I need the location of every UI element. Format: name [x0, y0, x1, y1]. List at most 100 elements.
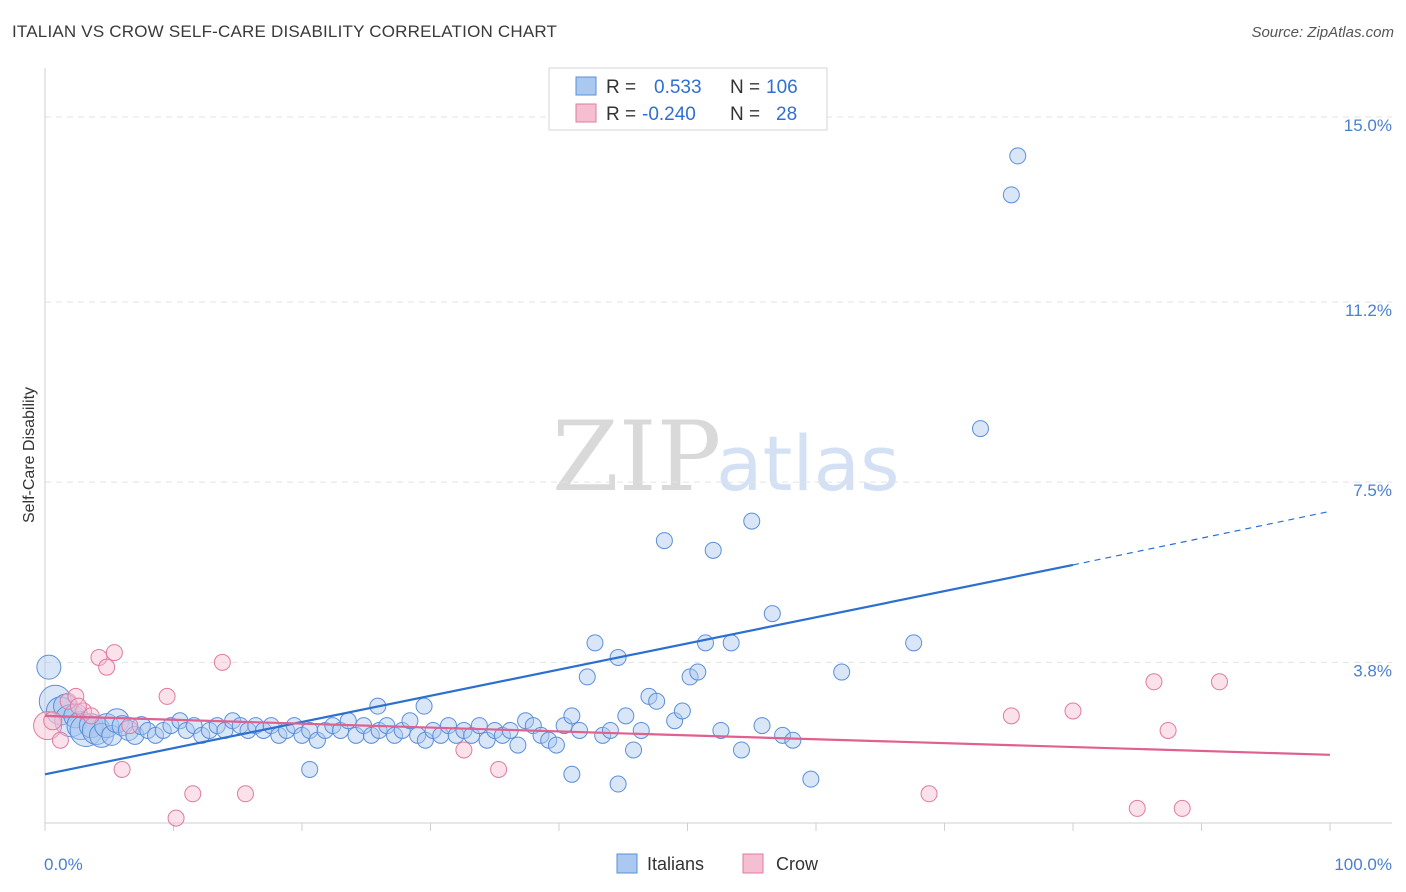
legend-r-value: -0.240	[642, 104, 696, 125]
italians-point	[763, 605, 781, 623]
crow-point	[184, 785, 202, 803]
legend-n-label: N =	[730, 104, 760, 125]
italians-point	[1002, 186, 1020, 204]
italians-point	[905, 634, 923, 652]
crow-point	[167, 809, 185, 827]
crow-point	[82, 707, 100, 725]
legend: R = 0.533 N = 106 R = -0.240 N = 28	[548, 67, 828, 131]
italians-point	[617, 707, 635, 725]
bottom-legend-swatch-italians	[616, 853, 638, 874]
crow-point	[67, 687, 85, 705]
italians-point	[1009, 147, 1027, 165]
italians-point	[753, 717, 771, 735]
crow-point	[236, 785, 254, 803]
trend-lines	[44, 510, 1331, 776]
crow-trend-line	[44, 714, 1331, 756]
italians-point	[696, 634, 714, 652]
crow-points	[33, 644, 1228, 827]
italians-point	[470, 717, 488, 735]
crow-point	[1002, 707, 1020, 725]
italians-point	[784, 731, 802, 749]
legend-r-label: R =	[606, 77, 636, 98]
y-tick-label: 11.2%	[1345, 301, 1392, 320]
y-axis-label: Self-Care Disability	[21, 387, 38, 523]
crow-point	[43, 711, 63, 731]
crow-point	[69, 697, 87, 715]
crow-point	[920, 785, 938, 803]
crow-point	[1128, 799, 1146, 817]
italians-point	[547, 736, 565, 754]
italians-point	[689, 663, 707, 681]
italians-point	[563, 707, 581, 725]
italians-point	[732, 741, 750, 759]
bottom-legend-swatch-crow	[742, 853, 764, 874]
y-tick-label: 15.0%	[1344, 116, 1392, 135]
axes	[44, 68, 1392, 831]
y-tick-labels: 3.8% 7.5% 11.2% 15.0%	[1344, 116, 1392, 680]
italians-point	[162, 717, 180, 735]
chart-title: ITALIAN VS CROW SELF-CARE DISABILITY COR…	[12, 22, 558, 41]
bottom-legend-label-crow: Crow	[776, 854, 819, 874]
crow-point	[51, 731, 69, 749]
crow-point	[33, 711, 63, 741]
chart-source: Source: ZipAtlas.com	[1251, 24, 1394, 41]
italians-point	[118, 719, 140, 741]
legend-n-label: N =	[730, 77, 760, 98]
crow-point	[113, 760, 131, 778]
x-tick-label: 100.0%	[1334, 855, 1392, 874]
legend-n-value: 28	[776, 104, 797, 125]
crow-point	[490, 760, 508, 778]
crow-point	[1064, 702, 1082, 720]
italians-point	[301, 760, 319, 778]
italians-point	[339, 712, 357, 730]
italians-trend-extension	[1072, 510, 1331, 566]
italians-point	[509, 736, 527, 754]
italians-point	[578, 668, 596, 686]
watermark-zip: ZIP	[552, 401, 721, 513]
crow-point	[105, 644, 123, 662]
italians-point	[722, 634, 740, 652]
y-tick-label: 3.8%	[1353, 661, 1392, 680]
crow-point	[98, 658, 116, 676]
legend-n-value: 106	[766, 77, 798, 98]
legend-r-value: 0.533	[654, 77, 702, 98]
crow-point	[1173, 799, 1191, 817]
bottom-legend: Italians Crow	[616, 853, 819, 874]
y-tick-label: 7.5%	[1353, 481, 1392, 500]
italians-point	[36, 654, 62, 680]
italians-point	[712, 721, 730, 739]
legend-r-label: R =	[606, 104, 636, 125]
italians-point	[655, 532, 673, 550]
italians-point	[743, 512, 761, 530]
italians-point	[704, 541, 722, 559]
italians-trend-line	[44, 563, 1074, 776]
italians-point	[415, 697, 433, 715]
watermark: ZIP atlas	[552, 401, 900, 513]
italians-point	[971, 420, 989, 438]
italians-point	[802, 770, 820, 788]
italians-point	[632, 721, 650, 739]
crow-point	[213, 653, 231, 671]
italians-point	[833, 663, 851, 681]
italians-point	[673, 702, 691, 720]
x-tick-label: 0.0%	[44, 855, 83, 874]
bottom-legend-label-italians: Italians	[647, 854, 704, 874]
italians-point	[609, 775, 627, 793]
legend-swatch-italians	[575, 76, 597, 96]
crow-point	[1145, 673, 1163, 691]
crow-point	[455, 741, 473, 759]
legend-swatch-crow	[575, 103, 597, 123]
grid	[45, 116, 1392, 663]
italians-point	[563, 765, 581, 783]
watermark-atlas: atlas	[716, 419, 900, 508]
crow-point	[158, 687, 176, 705]
italians-point	[625, 741, 643, 759]
crow-point	[1210, 673, 1228, 691]
italians-point	[586, 634, 604, 652]
x-tick-labels: 0.0% 100.0%	[44, 855, 1392, 874]
crow-point	[121, 717, 139, 735]
italians-point	[401, 712, 419, 730]
italians-point	[648, 692, 666, 710]
crow-point	[1159, 721, 1177, 739]
